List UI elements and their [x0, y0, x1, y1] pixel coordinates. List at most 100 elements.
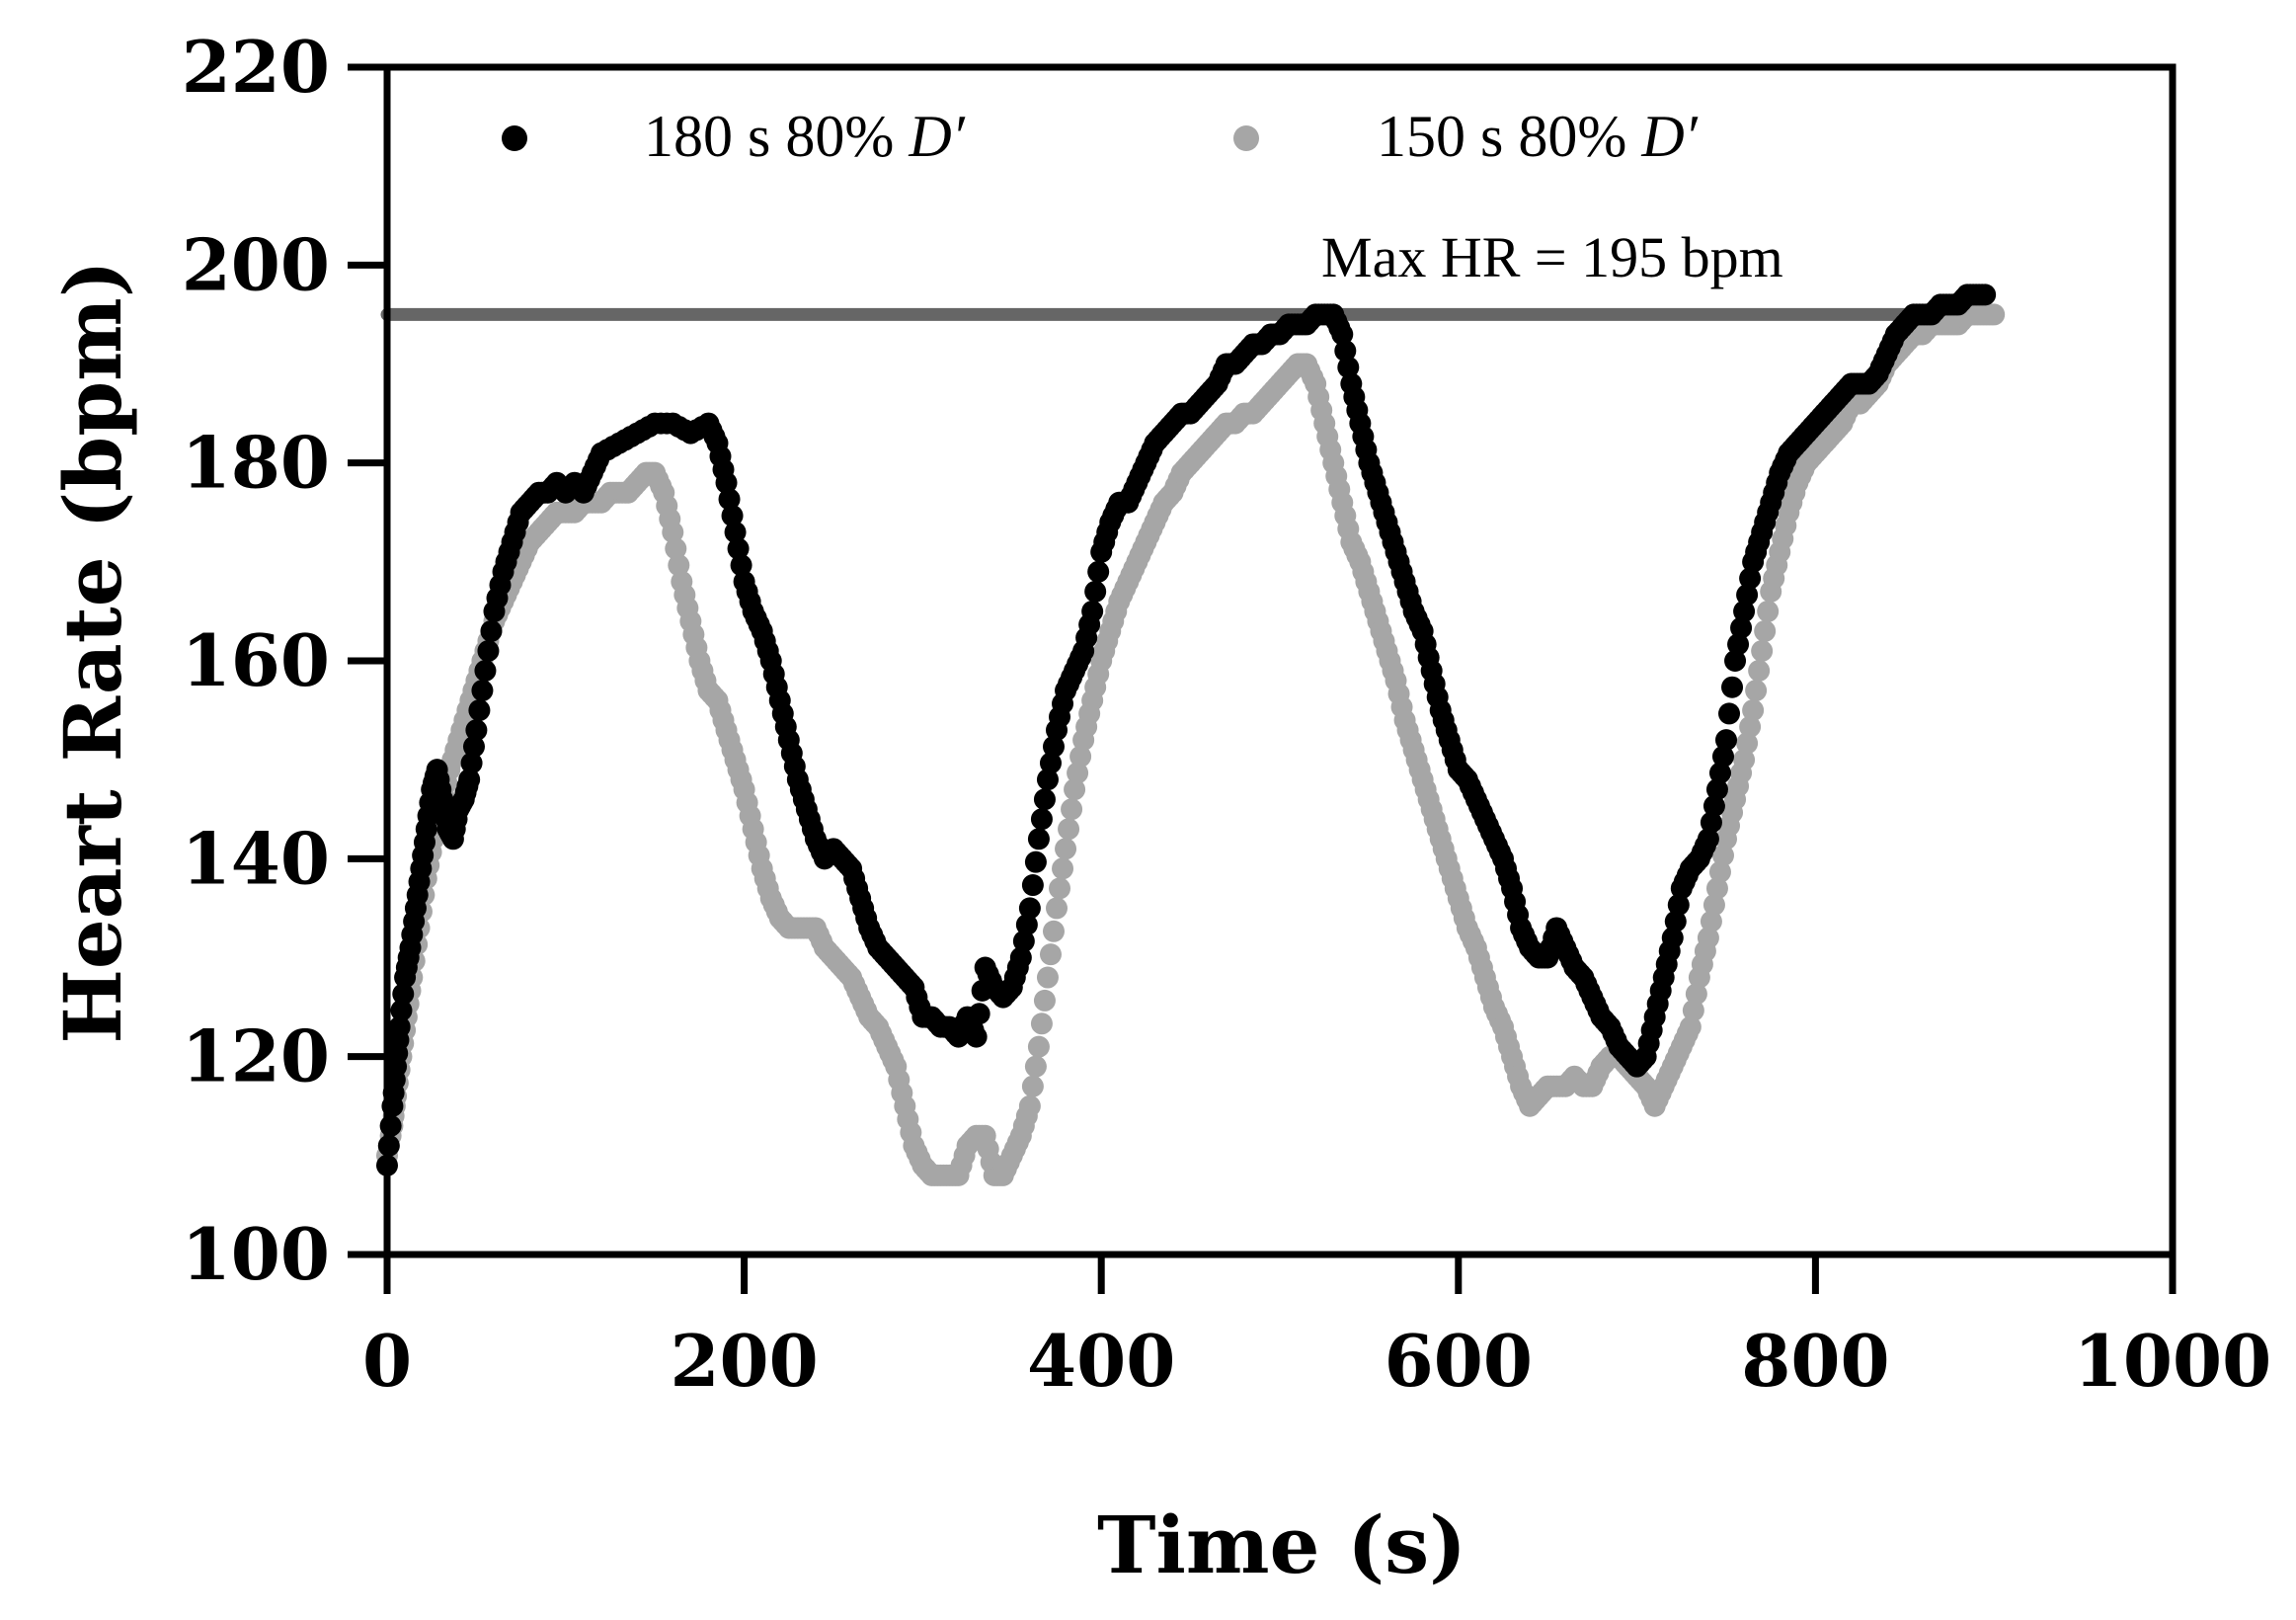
series-1-point — [1033, 989, 1056, 1012]
series-1-point — [1064, 778, 1086, 801]
series-1-point — [1742, 699, 1765, 722]
series-0-point — [727, 537, 750, 560]
series-0-point — [1705, 778, 1728, 801]
axes-group — [383, 63, 2177, 1258]
series-0-point — [1024, 850, 1047, 873]
series-1-point — [1983, 303, 2006, 326]
series-0-points — [376, 284, 1997, 1176]
series-0-point — [1081, 600, 1104, 622]
series-1-point — [1021, 1075, 1044, 1097]
series-0-point — [968, 1003, 990, 1025]
x-tick-label: 800 — [1741, 1319, 1889, 1403]
series-0-point — [388, 1015, 411, 1038]
series-1-point — [1052, 857, 1074, 880]
series-1-point — [1751, 639, 1774, 662]
series-0-point — [718, 488, 741, 511]
series-0-point — [1697, 828, 1719, 850]
series-1-point — [1685, 983, 1707, 1006]
series-0-point — [1718, 702, 1741, 725]
series-1-point — [1055, 838, 1077, 860]
series-0-point — [458, 769, 481, 791]
series-0-point — [1042, 735, 1065, 758]
series-1-point — [662, 521, 684, 543]
series-1-point — [1748, 660, 1771, 683]
series-1-point — [1039, 943, 1062, 966]
series-1-point — [1708, 860, 1731, 883]
legend-label-150s: 150 s 80% D′ — [1377, 104, 1699, 169]
series-1-point — [1018, 1094, 1041, 1117]
series-1-point — [1700, 910, 1722, 932]
series-1-point — [1036, 966, 1059, 989]
series-0-point — [468, 699, 491, 722]
series-1-point — [1682, 999, 1704, 1021]
legend-label-150s-prefix: 150 s 80% — [1377, 104, 1641, 169]
series-1-point — [1058, 818, 1080, 841]
y-axis-title: Heart Rate (bpm) — [46, 260, 139, 1043]
x-tick-label: 200 — [670, 1319, 818, 1403]
y-tick-label: 120 — [182, 1014, 330, 1098]
series-0-point — [477, 639, 500, 662]
legend-label-150s-italic: D′ — [1640, 104, 1698, 169]
series-0-point — [715, 471, 738, 494]
series-1-point — [1067, 762, 1089, 784]
series-0-point — [965, 1025, 988, 1048]
series-1-point — [1733, 749, 1756, 771]
series-0-point — [471, 680, 494, 702]
legend-marker-180s — [502, 125, 527, 151]
series-1-point — [1739, 715, 1762, 738]
series-1-point — [668, 554, 690, 577]
legend: 180 s 80% D′ 150 s 80% D′ — [502, 104, 1699, 169]
series-0-point — [1087, 560, 1110, 583]
series-0-point — [1724, 650, 1747, 672]
series-0-point — [465, 719, 488, 742]
series-1-point — [1030, 1012, 1053, 1035]
series-1-point — [1069, 745, 1092, 768]
series-0-point — [379, 1114, 402, 1137]
series-1-point — [665, 537, 687, 560]
series-0-point — [480, 619, 503, 642]
series-0-point — [1667, 894, 1690, 917]
legend-label-180s-italic: D′ — [908, 104, 965, 169]
x-tick-label: 400 — [1027, 1319, 1175, 1403]
series-0-point — [1730, 616, 1753, 639]
series-0-point — [460, 752, 483, 774]
series-0-point — [721, 505, 744, 527]
series-1-point — [1754, 619, 1777, 642]
series-1-point — [1757, 600, 1780, 622]
series-0-point — [1015, 914, 1038, 936]
series-1-point — [1705, 877, 1728, 900]
ticks-group: 0 200 400 600 800 1000 100 120 140 160 180 200 220 — [182, 25, 2271, 1403]
series-0-point — [1331, 323, 1354, 346]
series-0-point — [1039, 752, 1062, 774]
legend-label-180s-prefix: 180 s 80% — [644, 104, 909, 169]
series-0-point — [1727, 633, 1750, 656]
legend-marker-150s — [1233, 125, 1259, 151]
series-0-point — [1033, 788, 1056, 811]
series-0-point — [1736, 584, 1759, 607]
x-tick-label: 600 — [1385, 1319, 1533, 1403]
series-0-point — [1337, 356, 1360, 378]
plot-frame — [383, 63, 2177, 1258]
series-1-point — [1027, 1035, 1050, 1058]
series-1-point — [1679, 1015, 1702, 1038]
series-0-point — [1334, 340, 1357, 363]
series-1-point — [1745, 680, 1768, 702]
series-0-point — [724, 521, 747, 543]
series-0-point — [1036, 769, 1059, 791]
y-tick-label: 160 — [182, 618, 330, 702]
series-1-point — [1702, 894, 1725, 917]
series-group — [376, 284, 2006, 1186]
y-tick-label: 220 — [182, 25, 330, 109]
series-0-point — [1021, 874, 1044, 897]
y-tick-label: 100 — [182, 1212, 330, 1296]
series-1-point — [1024, 1055, 1047, 1078]
series-0-point — [730, 554, 752, 577]
series-0-point — [390, 999, 413, 1021]
series-0-point — [1661, 927, 1684, 949]
y-tick-label: 140 — [182, 816, 330, 900]
series-0-point — [1702, 794, 1725, 817]
y-tick-label: 200 — [182, 222, 330, 306]
series-0-point — [1012, 930, 1035, 952]
series-0-point — [1708, 762, 1731, 784]
